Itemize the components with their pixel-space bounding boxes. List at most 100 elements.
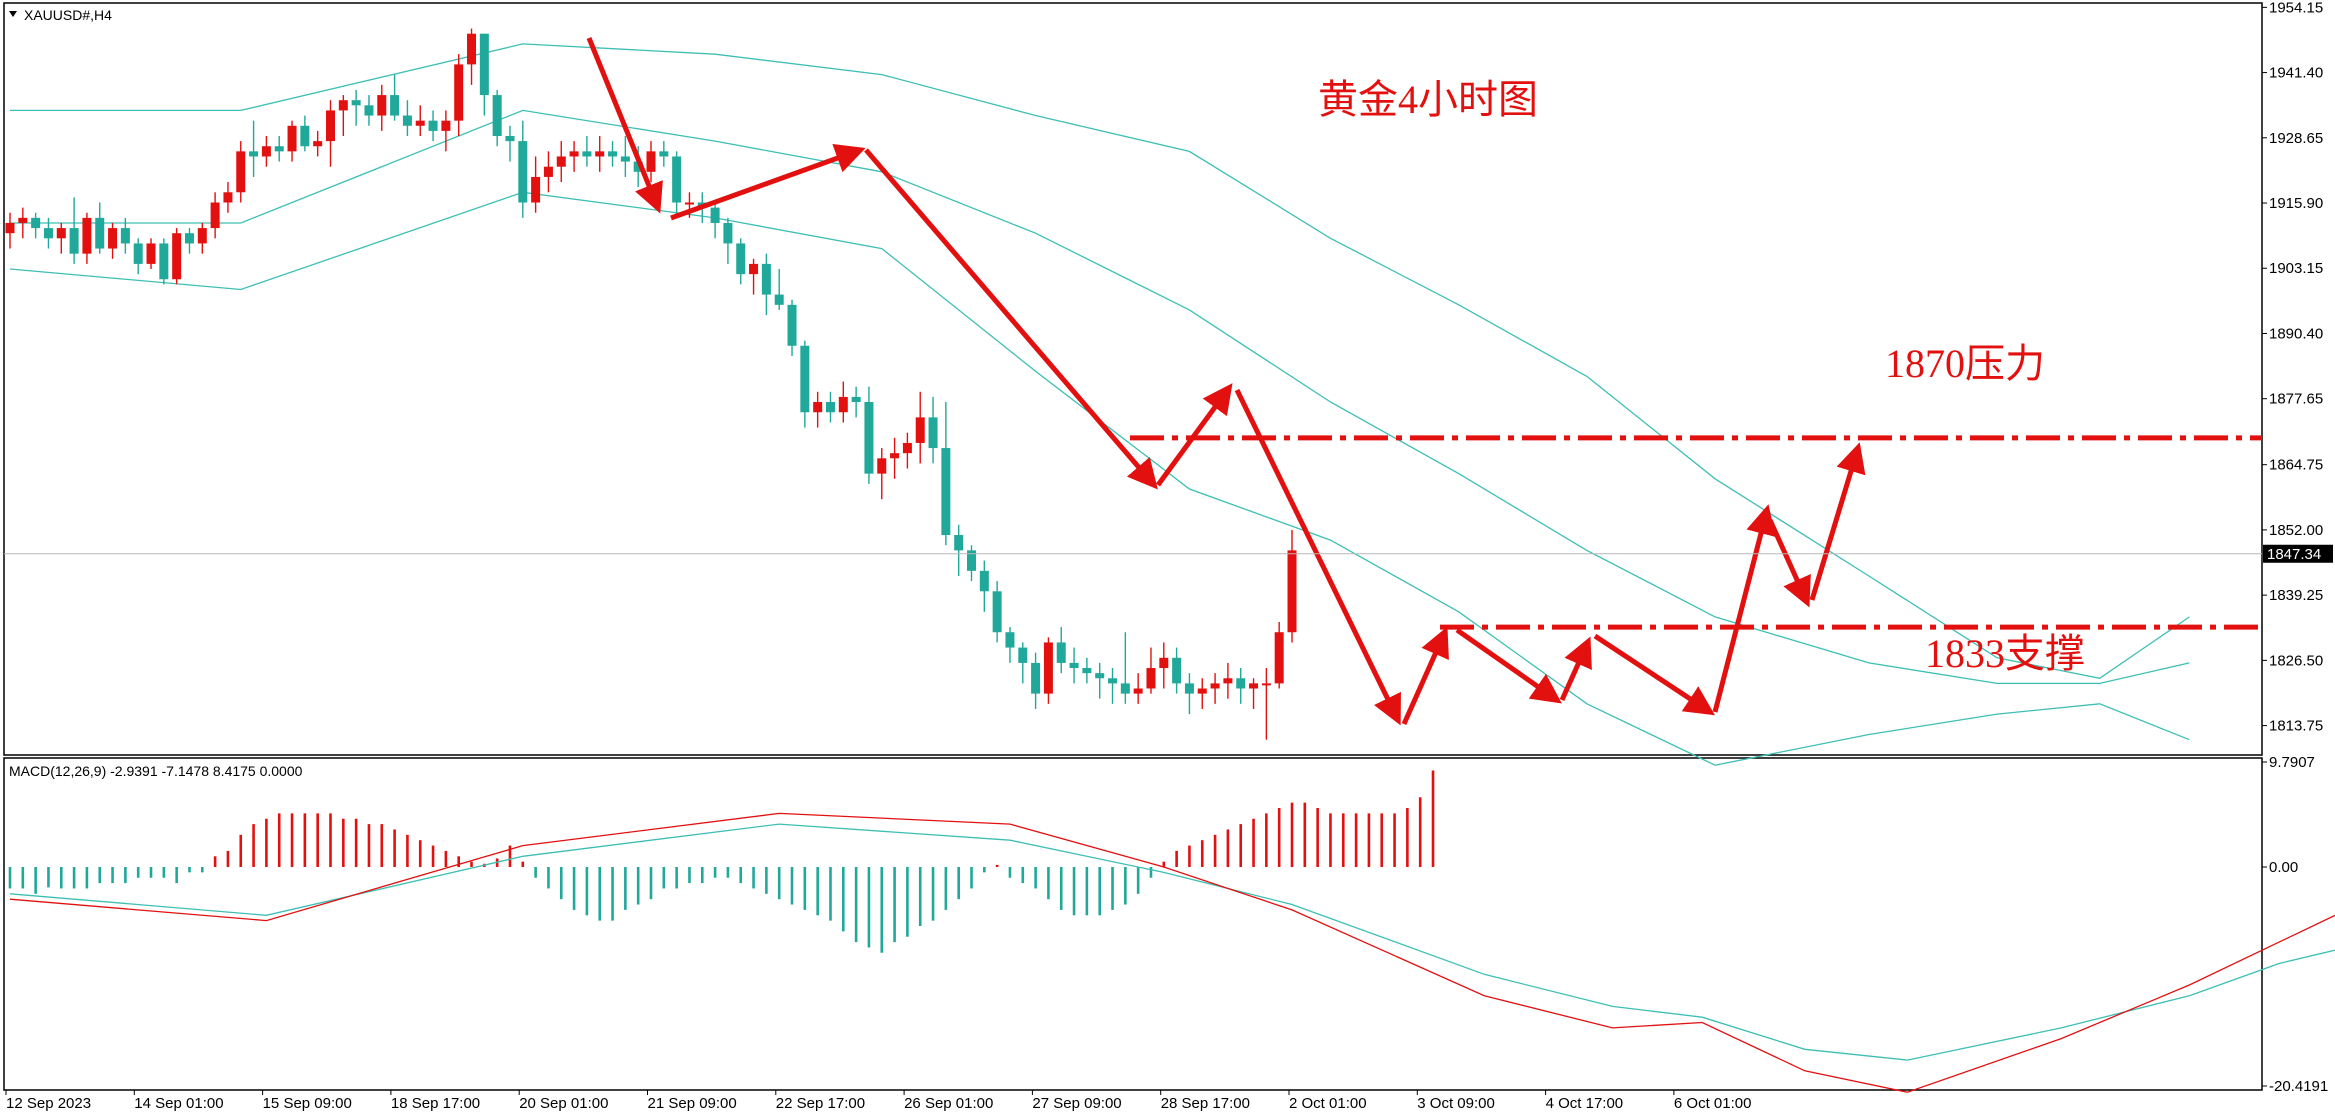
candle: [120, 217, 130, 254]
price-tick-label: 1903.15: [2269, 260, 2323, 277]
candle: [902, 432, 912, 469]
price-tick-label: 1839.25: [2269, 587, 2323, 604]
candle: [1043, 637, 1053, 704]
candle: [441, 110, 451, 152]
candle: [992, 581, 1002, 643]
candle: [877, 448, 887, 500]
candle: [531, 156, 541, 213]
candle: [261, 136, 271, 167]
candle: [736, 238, 746, 285]
candle: [1236, 668, 1246, 704]
band-middle-line: [10, 109, 2190, 685]
candle: [825, 391, 835, 423]
time-label: 26 Sep 01:00: [904, 1095, 993, 1112]
candle: [543, 151, 553, 193]
candle: [184, 228, 194, 254]
macd-main-line: [9, 812, 2335, 1093]
candle: [518, 120, 528, 218]
candle: [967, 545, 976, 582]
dropdown-triangle-icon[interactable]: [9, 11, 17, 17]
candle: [43, 217, 53, 249]
support-label: 1833支撑: [1925, 631, 2085, 676]
candle: [787, 299, 797, 356]
candle: [133, 238, 143, 275]
time-axis: 12 Sep 2023 14 Sep 01:00 15 Sep 09:00 18 Se…: [5, 1090, 1751, 1112]
band-lower-line: [9, 191, 2190, 766]
trend-arrow: [586, 37, 663, 214]
candle: [1172, 647, 1182, 694]
time-label: 27 Sep 09:00: [1032, 1095, 1121, 1112]
candle: [979, 560, 989, 612]
time-label: 18 Sep 17:00: [391, 1095, 480, 1112]
current-price-badge: [2263, 544, 2333, 563]
candle: [774, 269, 784, 310]
candle: [402, 100, 412, 137]
candle: [838, 381, 848, 423]
candle: [1184, 673, 1194, 715]
macd-axis: 9.7907 0.00 -20.4191: [2262, 754, 2328, 1095]
candle: [659, 141, 669, 167]
price-tick-label: 1877.65: [2269, 391, 2323, 408]
candle: [377, 84, 387, 131]
candle: [1069, 647, 1079, 684]
candle: [69, 197, 79, 264]
candle: [236, 141, 246, 203]
candle: [326, 100, 335, 167]
candle: [1018, 642, 1028, 684]
candle: [300, 115, 310, 152]
candle: [428, 110, 438, 142]
candle: [1146, 647, 1156, 694]
candle: [1159, 642, 1169, 689]
time-label: 3 Oct 09:00: [1417, 1095, 1495, 1112]
candle: [467, 28, 477, 85]
candle: [82, 212, 92, 264]
macd-label: MACD(12,26,9) -2.9391 -7.1478 8.4175 0.0…: [9, 763, 303, 779]
candle: [1133, 673, 1143, 704]
price-tick-label: 1852.00: [2269, 522, 2323, 539]
time-label: 21 Sep 09:00: [648, 1095, 737, 1112]
candle: [672, 151, 682, 218]
candle: [197, 222, 207, 254]
candle: [582, 136, 592, 167]
symbol-label[interactable]: XAUUSD#,H4: [24, 7, 112, 23]
time-label: 20 Sep 01:00: [519, 1095, 608, 1112]
time-label: 15 Sep 09:00: [263, 1095, 352, 1112]
candle: [390, 74, 400, 121]
macd-tick-label: 9.7907: [2269, 754, 2315, 771]
candle: [556, 141, 566, 183]
candle: [172, 228, 182, 285]
price-tick-label: 1941.40: [2269, 65, 2323, 82]
candle: [505, 125, 515, 162]
candle: [5, 212, 15, 249]
candle: [338, 95, 348, 137]
candle: [18, 207, 28, 239]
trend-arrow: [1712, 504, 1776, 713]
candle: [915, 391, 925, 464]
time-label: 14 Sep 01:00: [134, 1095, 223, 1112]
trend-arrow: [670, 144, 866, 221]
price-tick-label: 1928.65: [2269, 130, 2323, 147]
candle: [1005, 627, 1015, 663]
trend-arrow: [1401, 626, 1449, 726]
candle: [941, 402, 951, 546]
macd-indicator: [8, 770, 2335, 1093]
candle: [1249, 678, 1259, 709]
candle: [1120, 632, 1130, 704]
candle: [569, 141, 579, 172]
price-tick-label: 1813.75: [2269, 718, 2323, 735]
current-price-value: 1847.34: [2267, 546, 2321, 563]
candlesticks: [5, 28, 1297, 740]
candle: [761, 253, 771, 316]
candle: [479, 33, 489, 116]
candle: [313, 130, 323, 157]
candle: [1197, 678, 1207, 709]
trend-arrow: [1155, 383, 1233, 487]
time-label: 12 Sep 2023: [6, 1095, 91, 1112]
price-axis: 1954.15 1941.40 1928.65 1915.90 1903.15 1890.…: [2262, 0, 2323, 735]
trend-arrow: [1234, 388, 1401, 726]
trend-arrow: [1559, 636, 1592, 702]
candle: [710, 202, 720, 239]
candle: [800, 340, 810, 428]
price-tick-label: 1915.90: [2269, 195, 2323, 212]
